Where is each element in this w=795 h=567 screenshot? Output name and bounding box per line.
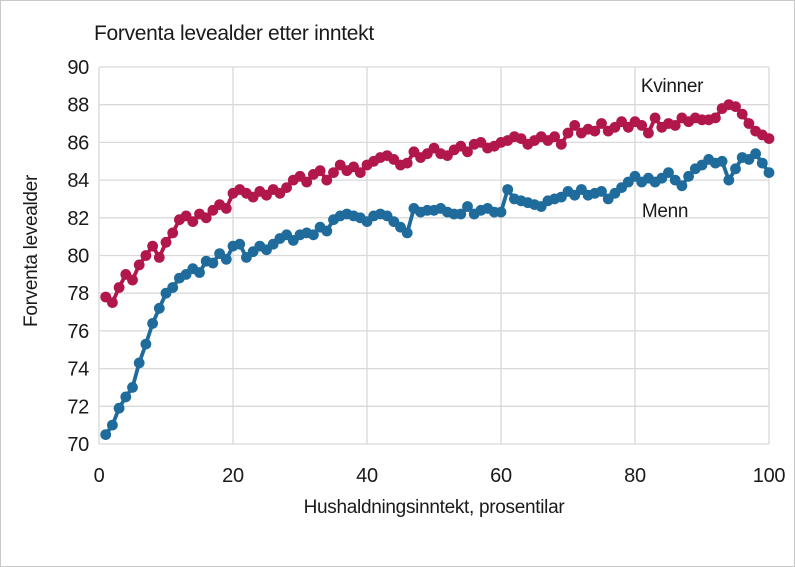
data-point-menn xyxy=(167,282,179,293)
data-point-menn xyxy=(321,225,333,237)
data-point-menn xyxy=(663,167,674,179)
data-point-kvinner xyxy=(107,297,118,308)
data-point-menn xyxy=(723,174,735,186)
data-point-menn xyxy=(207,257,219,269)
data-point-menn xyxy=(153,302,165,314)
x-axis-title: Hushaldningsinntekt, prosentilar xyxy=(304,497,566,518)
data-point-menn xyxy=(683,170,694,182)
data-point-menn xyxy=(462,201,473,212)
data-point-menn xyxy=(730,163,741,175)
y-tick-label: 82 xyxy=(67,208,89,230)
data-point-kvinner xyxy=(562,127,574,139)
y-tick-label: 72 xyxy=(67,396,89,418)
data-point-kvinner xyxy=(736,108,748,120)
y-tick-label: 90 xyxy=(67,57,89,79)
data-point-menn xyxy=(234,238,246,250)
data-point-kvinner xyxy=(113,282,125,293)
x-tick-labels: 0 20 40 60 80 100 xyxy=(94,465,786,487)
data-point-kvinner xyxy=(569,120,581,131)
data-point-menn xyxy=(107,419,118,431)
data-point-menn xyxy=(147,318,159,329)
data-point-menn xyxy=(220,253,232,265)
data-point-kvinner xyxy=(133,259,145,271)
data-point-kvinner xyxy=(643,127,654,139)
x-tick-label: 80 xyxy=(624,465,646,487)
data-point-kvinner xyxy=(220,203,232,214)
data-point-kvinner xyxy=(153,252,165,263)
data-point-menn xyxy=(194,267,205,278)
x-tick-label: 60 xyxy=(490,465,512,487)
series-group xyxy=(100,99,775,440)
data-point-menn xyxy=(455,208,467,220)
data-point-kvinner xyxy=(187,216,199,228)
data-point-kvinner xyxy=(589,125,601,137)
x-tick-label: 20 xyxy=(222,465,244,487)
data-point-menn xyxy=(750,148,761,160)
data-point-kvinner xyxy=(636,120,648,131)
data-point-kvinner xyxy=(147,240,159,252)
y-tick-label: 84 xyxy=(67,170,89,192)
y-tick-label: 78 xyxy=(67,283,89,305)
data-point-kvinner xyxy=(314,165,326,177)
data-point-kvinner xyxy=(160,236,172,248)
series-label-kvinner: Kvinner xyxy=(641,76,704,97)
x-tick-label: 40 xyxy=(356,465,378,487)
y-tick-label: 80 xyxy=(67,246,89,268)
data-point-kvinner xyxy=(669,120,681,131)
data-point-kvinner xyxy=(140,250,152,261)
data-point-menn xyxy=(676,180,688,192)
data-point-menn xyxy=(716,155,728,167)
data-point-kvinner xyxy=(555,138,567,150)
y-tick-label: 88 xyxy=(67,95,89,117)
data-point-kvinner xyxy=(321,174,333,186)
data-point-menn xyxy=(596,186,607,197)
data-point-kvinner xyxy=(281,182,292,194)
y-tick-label: 70 xyxy=(67,434,89,456)
y-tick-labels: 70 72 74 76 78 80 82 84 86 88 90 xyxy=(67,57,89,456)
data-point-kvinner xyxy=(401,157,413,169)
x-tick-label: 100 xyxy=(753,465,786,487)
data-point-kvinner xyxy=(649,112,661,124)
data-point-kvinner xyxy=(354,167,366,179)
series-menn xyxy=(100,148,775,440)
y-tick-label: 76 xyxy=(67,321,89,343)
data-point-menn xyxy=(120,391,132,403)
gridlines xyxy=(98,66,770,445)
data-point-kvinner xyxy=(763,133,775,145)
data-point-kvinner xyxy=(301,176,313,188)
data-point-menn xyxy=(308,229,319,241)
series-label-menn: Menn xyxy=(642,201,688,222)
y-axis-title: Forventa levealder xyxy=(21,174,42,327)
data-point-menn xyxy=(756,157,768,169)
series-line-menn xyxy=(103,151,771,437)
data-point-menn xyxy=(763,167,775,179)
chart-title: Forventa levealder etter inntekt xyxy=(94,22,374,45)
data-point-menn xyxy=(133,357,145,369)
series-kvinner xyxy=(100,99,775,308)
data-point-menn xyxy=(113,402,125,414)
data-point-kvinner xyxy=(743,118,755,129)
data-point-menn xyxy=(127,382,138,393)
data-point-kvinner xyxy=(200,212,212,224)
data-point-kvinner xyxy=(328,167,339,179)
data-point-menn xyxy=(140,338,152,350)
data-point-kvinner xyxy=(127,274,138,286)
data-point-menn xyxy=(495,206,507,218)
data-point-kvinner xyxy=(462,146,473,158)
y-tick-label: 86 xyxy=(67,132,89,154)
x-tick-label: 0 xyxy=(94,465,105,487)
data-point-menn xyxy=(502,184,514,195)
data-point-kvinner xyxy=(167,227,179,239)
data-point-kvinner xyxy=(730,101,741,112)
data-point-menn xyxy=(401,227,413,239)
data-point-menn xyxy=(100,429,112,440)
y-tick-label: 74 xyxy=(67,359,89,381)
data-point-kvinner xyxy=(596,118,607,129)
data-point-kvinner xyxy=(549,131,560,143)
data-point-kvinner xyxy=(710,112,721,124)
